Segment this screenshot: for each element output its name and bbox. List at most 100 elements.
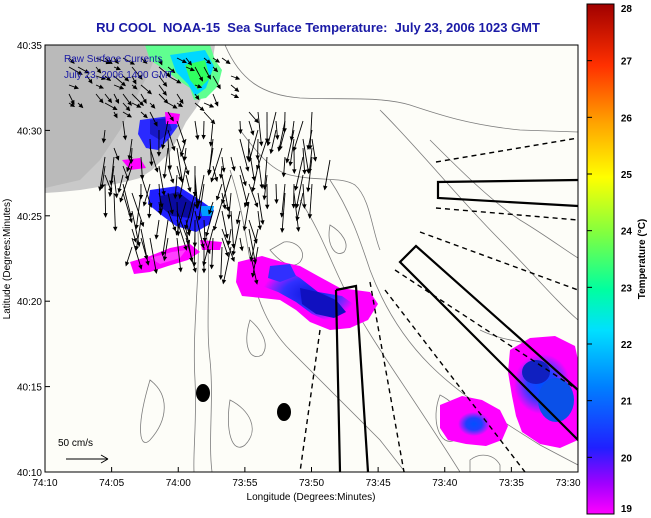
- current-vector-head: [264, 204, 270, 210]
- current-vector: [101, 165, 106, 189]
- y-tick-label: 40:25: [17, 212, 42, 223]
- colorbar-tick-label: 21: [621, 397, 633, 408]
- mooring-dot: [277, 403, 291, 421]
- current-vector-head: [142, 113, 148, 119]
- current-vector-head: [323, 185, 328, 191]
- current-vector: [252, 165, 259, 192]
- current-vector: [257, 156, 263, 189]
- current-vector-head: [142, 59, 148, 64]
- current-vector: [194, 174, 199, 208]
- current-vector-head: [209, 103, 215, 108]
- colorbar-tick-label: 28: [621, 4, 633, 15]
- current-vector-head: [185, 170, 190, 176]
- current-vector: [210, 120, 214, 146]
- current-vector: [309, 111, 313, 150]
- current-vector: [295, 156, 304, 191]
- current-vector-head: [251, 187, 256, 193]
- y-tick-label: 40:10: [17, 468, 42, 479]
- current-vector-head: [154, 234, 159, 240]
- current-vector-head: [159, 203, 164, 209]
- current-vector-head: [154, 167, 159, 173]
- current-vector-head: [242, 181, 247, 187]
- current-vector-head: [171, 146, 176, 152]
- current-vector-head: [278, 145, 283, 151]
- current-vector-head: [250, 130, 255, 136]
- current-vector-head: [257, 225, 262, 231]
- current-vector-head: [246, 156, 251, 162]
- y-tick-label: 40:15: [17, 383, 42, 394]
- x-axis-label: Longitude (Degrees:Minutes): [247, 492, 376, 503]
- current-vector: [163, 237, 169, 261]
- current-vector-head: [280, 228, 285, 233]
- current-vector-head: [231, 243, 236, 249]
- current-vector: [198, 183, 205, 220]
- current-vector: [308, 147, 313, 173]
- current-vector-head: [103, 213, 108, 218]
- current-vector: [281, 192, 286, 232]
- current-vector: [149, 237, 157, 274]
- current-vector: [176, 138, 189, 175]
- current-vector-head: [200, 243, 205, 249]
- current-vector-head: [187, 187, 192, 193]
- current-vector-head: [126, 113, 132, 118]
- current-vector: [232, 219, 241, 255]
- current-vector-head: [242, 226, 248, 232]
- current-vector-head: [162, 81, 168, 87]
- current-vector-head: [127, 100, 132, 106]
- current-vector-head: [129, 60, 136, 65]
- current-vector-head: [192, 267, 197, 273]
- current-vector-head: [115, 155, 120, 161]
- colorbar-tick-label: 19: [621, 504, 633, 515]
- current-vector-head: [238, 129, 243, 135]
- current-vector-head: [96, 68, 102, 74]
- current-vector-head: [199, 106, 205, 112]
- current-vector-head: [107, 59, 113, 65]
- current-vector-head: [98, 84, 104, 89]
- current-vector-head: [201, 134, 206, 140]
- current-vector: [113, 174, 118, 198]
- current-vector-head: [114, 98, 120, 104]
- colorbar-tick-label: 25: [621, 170, 633, 181]
- current-vector-head: [149, 161, 154, 167]
- current-vector-head: [169, 178, 175, 184]
- current-vector-head: [209, 264, 215, 270]
- current-vector-head: [173, 194, 178, 200]
- current-vector-head: [285, 158, 290, 164]
- current-vector-head: [122, 135, 128, 141]
- scale-arrow: [66, 454, 109, 464]
- current-vector-head: [258, 141, 264, 147]
- current-vector-head: [198, 76, 204, 82]
- current-vector-head: [230, 256, 235, 263]
- current-vector: [311, 138, 316, 161]
- colorbar-tick-label: 24: [621, 227, 633, 238]
- current-vector: [193, 228, 196, 267]
- current-vector-head: [69, 102, 76, 107]
- current-vector-head: [158, 60, 163, 66]
- current-vector-head: [88, 78, 93, 84]
- current-vector-head: [142, 201, 148, 207]
- current-vector: [119, 165, 133, 202]
- current-vector-head: [114, 193, 119, 199]
- current-vector-head: [224, 251, 230, 258]
- current-vector: [243, 201, 250, 231]
- scale-label: 50 cm/s: [58, 438, 93, 449]
- current-vector-head: [224, 233, 229, 239]
- current-vector: [167, 138, 171, 170]
- sst-patches: [122, 45, 578, 448]
- current-vector-head: [125, 261, 130, 267]
- current-vector: [270, 129, 277, 154]
- current-vector-head: [225, 206, 230, 212]
- current-vector: [135, 219, 142, 250]
- current-vector-head: [162, 173, 167, 179]
- current-vector-head: [235, 219, 241, 225]
- current-vector-head: [251, 176, 256, 182]
- current-vector-head: [307, 214, 313, 219]
- current-vector-head: [128, 218, 133, 224]
- current-vector-head: [254, 118, 259, 124]
- current-vector: [208, 147, 214, 175]
- current-vector-head: [181, 58, 188, 64]
- x-tick-label: 73:50: [299, 478, 324, 489]
- current-vector-head: [113, 113, 118, 119]
- current-vector-head: [179, 99, 184, 105]
- current-vector-head: [157, 210, 163, 216]
